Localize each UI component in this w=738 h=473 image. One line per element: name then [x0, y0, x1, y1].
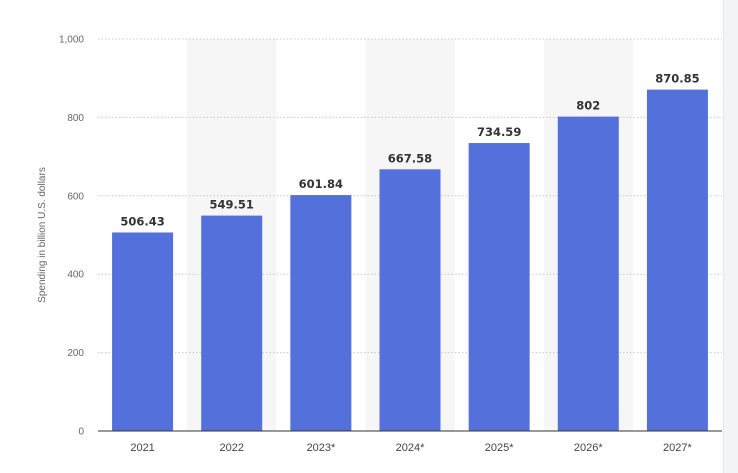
x-tick-label: 2027*	[663, 442, 692, 454]
bar-2027*[interactable]	[646, 89, 708, 431]
value-label: 601.84	[299, 177, 343, 191]
value-label: 734.59	[477, 125, 521, 139]
x-tick-label: 2026*	[574, 442, 603, 454]
x-tick-label: 2024*	[396, 442, 425, 454]
y-tick-label: 0	[78, 427, 84, 438]
y-axis-label: Spending in billion U.S. dollars	[37, 167, 48, 303]
bar-2026*[interactable]	[557, 116, 619, 431]
x-axis-ticks: 2021 2022 2023* 2024* 2025* 2026* 2027*	[130, 442, 692, 454]
bars	[112, 89, 708, 432]
bar-2022[interactable]	[201, 215, 263, 431]
x-tick-label: 2023*	[306, 442, 335, 454]
y-tick-label: 400	[67, 270, 84, 281]
bar-2024*[interactable]	[379, 169, 441, 431]
y-tick-label: 600	[67, 191, 84, 202]
y-tick-label: 200	[67, 348, 84, 359]
y-axis-ticks: 0 200 400 600 800 1,000	[59, 35, 84, 438]
y-tick-label: 800	[67, 113, 84, 124]
x-tick-label: 2021	[130, 442, 154, 454]
bar-2025*[interactable]	[468, 143, 530, 432]
x-tick-label: 2025*	[485, 442, 514, 454]
value-label: 802	[576, 99, 600, 113]
x-tick-label: 2022	[219, 442, 243, 454]
value-labels: 506.43 549.51 601.84 667.58 734.59 802 870.85	[120, 72, 699, 229]
value-label: 667.58	[388, 151, 432, 165]
bar-2021[interactable]	[112, 232, 174, 431]
y-tick-label: 1,000	[59, 35, 84, 46]
value-label: 870.85	[655, 72, 699, 86]
bar-2023*[interactable]	[290, 195, 352, 431]
scroll-edge	[723, 0, 738, 473]
value-label: 549.51	[210, 198, 254, 212]
value-label: 506.43	[120, 214, 164, 228]
